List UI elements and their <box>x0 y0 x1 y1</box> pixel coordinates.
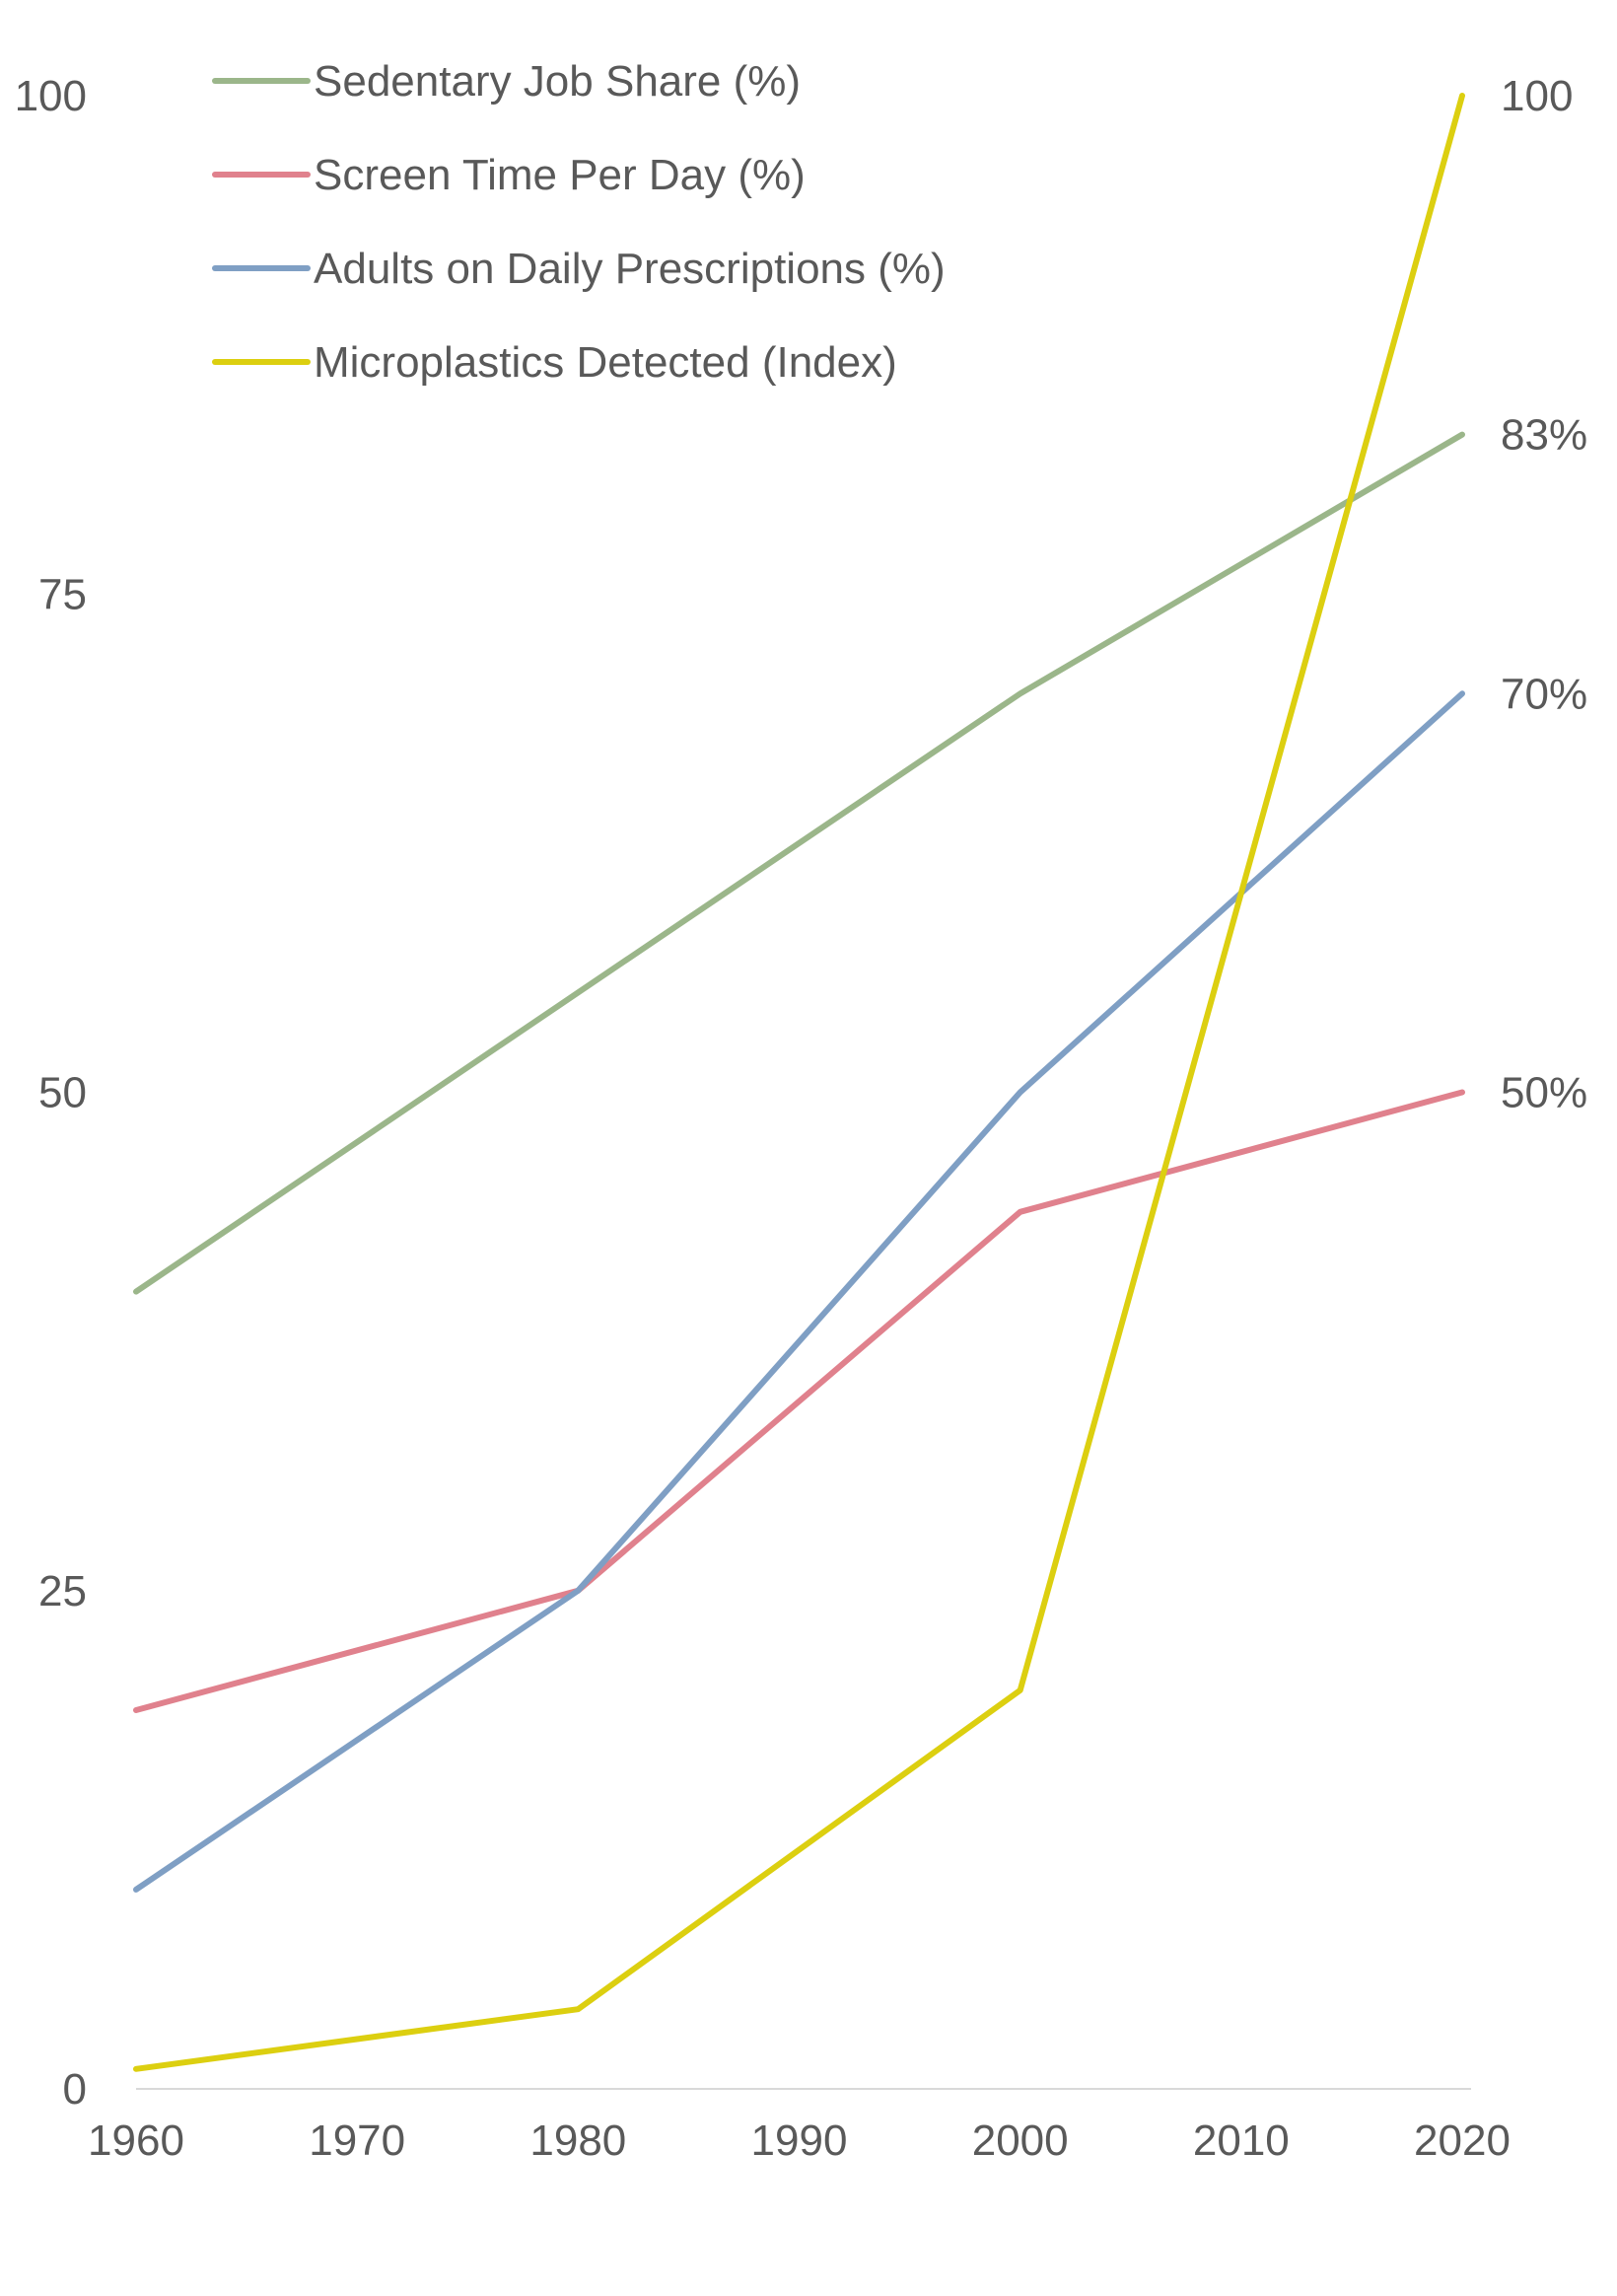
y-tick-label: 50 <box>38 1069 87 1117</box>
legend-label: Adults on Daily Prescriptions (%) <box>314 245 946 293</box>
y-tick-label: 75 <box>38 570 87 618</box>
x-tick-label: 2020 <box>1414 2117 1511 2165</box>
end-value-label: 70% <box>1501 670 1587 718</box>
y-tick-label: 25 <box>38 1567 87 1615</box>
end-labels: 83% 50% 70% 100 <box>1501 72 1587 1117</box>
x-tick-label: 2010 <box>1193 2117 1290 2165</box>
x-tick-label: 1990 <box>751 2117 848 2165</box>
end-value-label: 83% <box>1501 411 1587 460</box>
end-value-label: 50% <box>1501 1069 1587 1117</box>
end-value-label: 100 <box>1501 72 1573 120</box>
legend-label: Screen Time Per Day (%) <box>314 151 806 199</box>
series-line-1 <box>133 431 1465 1295</box>
legend-label: Microplastics Detected (Index) <box>314 338 897 387</box>
series-line-4 <box>133 93 1465 2072</box>
x-tick-label: 2000 <box>972 2117 1069 2165</box>
series-lines <box>133 93 1465 2072</box>
series-line-3 <box>133 690 1465 1893</box>
x-tick-label: 1970 <box>309 2117 405 2165</box>
x-axis-ticks: 1960 1970 1980 1990 2000 2010 2020 <box>88 2117 1511 2165</box>
y-tick-label: 100 <box>15 72 87 120</box>
series-line-2 <box>133 1089 1465 1713</box>
y-tick-label: 0 <box>63 2065 87 2114</box>
legend-label: Sedentary Job Share (%) <box>314 57 801 106</box>
y-axis-ticks: 0 25 50 75 100 <box>15 72 87 2114</box>
x-tick-label: 1960 <box>88 2117 184 2165</box>
x-tick-label: 1980 <box>529 2117 626 2165</box>
legend: Sedentary Job Share (%) Screen Time Per D… <box>212 57 946 387</box>
